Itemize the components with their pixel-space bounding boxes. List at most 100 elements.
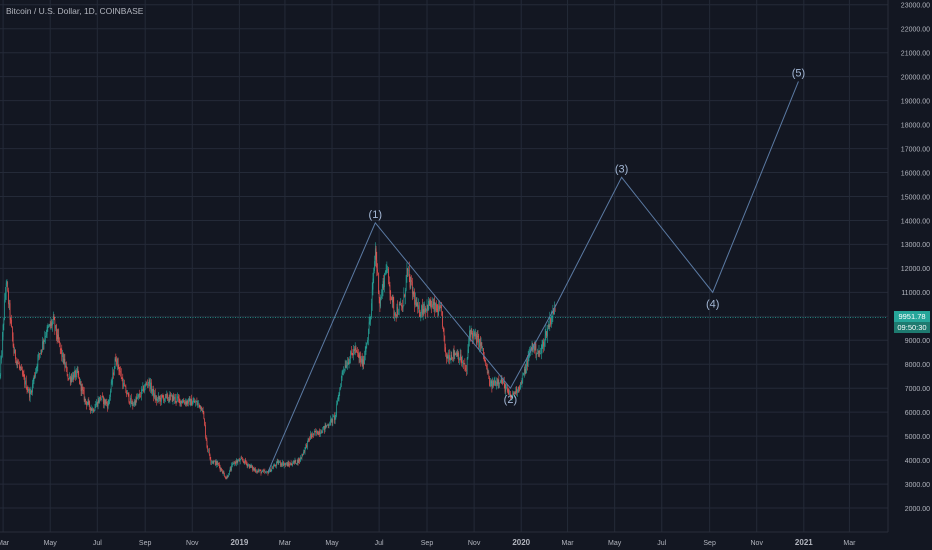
- candle-body: [66, 366, 67, 368]
- candle-body: [229, 468, 231, 471]
- price-tick-label: 18000.00: [901, 122, 930, 129]
- candle-body: [278, 462, 280, 464]
- candle-body: [479, 339, 481, 346]
- candle-body: [526, 360, 527, 369]
- current-price-label: 9951.78: [894, 311, 930, 323]
- candle-body: [262, 470, 263, 472]
- candle-body: [263, 470, 264, 471]
- candle-body: [490, 381, 492, 384]
- candle-body: [446, 352, 447, 359]
- candle-body: [291, 464, 293, 466]
- candle-body: [325, 424, 327, 428]
- candle-body: [367, 339, 368, 343]
- candle-body: [510, 397, 512, 399]
- candle-body: [510, 393, 511, 398]
- candle-body: [245, 459, 246, 463]
- candle-body: [81, 387, 83, 392]
- candle-body: [542, 341, 544, 345]
- candle-body: [381, 288, 383, 297]
- candle-body: [25, 380, 27, 390]
- candle-body: [60, 348, 62, 350]
- price-tick-label: 20000.00: [901, 74, 930, 81]
- candle-body: [202, 410, 204, 413]
- candle-body: [432, 304, 434, 306]
- candle-body: [82, 387, 83, 390]
- candle-body: [352, 353, 354, 356]
- candle-body: [398, 313, 399, 315]
- candle-body: [374, 248, 376, 262]
- candle-body: [532, 343, 534, 350]
- price-tick-label: 14000.00: [901, 218, 930, 225]
- price-tick-label: 8000.00: [905, 362, 930, 369]
- candle-body: [78, 374, 80, 378]
- candle-body: [551, 316, 553, 318]
- candle-body: [247, 464, 249, 466]
- candle-body: [222, 471, 224, 474]
- candle-body: [391, 297, 392, 301]
- candle-body: [194, 400, 195, 403]
- candle-body: [503, 381, 505, 384]
- candle-body: [283, 462, 284, 466]
- candle-body: [460, 354, 462, 363]
- candle-body: [182, 401, 184, 403]
- candle-body: [481, 342, 483, 349]
- candle-body: [290, 463, 291, 466]
- candle-body: [255, 469, 256, 472]
- candle-body: [161, 395, 163, 397]
- candle-body: [307, 438, 309, 441]
- candle-body: [472, 332, 473, 339]
- candle-body: [35, 371, 36, 377]
- candle-body: [405, 290, 406, 297]
- candle-body: [315, 431, 317, 433]
- candle-body: [435, 303, 436, 311]
- candle-body: [459, 354, 461, 360]
- candle-body: [294, 459, 296, 463]
- candle-body: [250, 465, 252, 467]
- candle-body: [304, 447, 306, 452]
- candle-body: [280, 464, 282, 465]
- candle-body: [58, 334, 59, 342]
- candle-body: [458, 352, 459, 361]
- candle-body: [467, 349, 469, 359]
- candle-body: [237, 460, 239, 463]
- candle-body: [102, 396, 103, 397]
- candle-body: [151, 390, 153, 392]
- candle-body: [246, 463, 248, 466]
- wave-label: (3): [615, 163, 628, 175]
- candle-body: [39, 353, 40, 355]
- time-axis[interactable]: Mar May Jul Sep Nov 2019 Mar May Jul Sep Nov 2020 Ma…: [0, 538, 856, 547]
- candle-body: [476, 336, 478, 344]
- candle-body: [439, 305, 440, 310]
- candle-body: [15, 359, 17, 364]
- candle-body: [44, 337, 46, 341]
- candle-body: [330, 418, 332, 420]
- candle-body: [474, 332, 476, 337]
- candle-body: [399, 304, 401, 306]
- candle-body: [236, 460, 238, 463]
- candle-body: [333, 416, 334, 417]
- candle-body: [201, 406, 202, 411]
- candle-body: [388, 277, 390, 286]
- price-tick-label: 7000.00: [905, 386, 930, 393]
- candle-body: [253, 468, 255, 471]
- candle-body: [49, 324, 50, 327]
- candle-body: [511, 394, 513, 398]
- candle-body: [395, 312, 396, 316]
- candle-body: [36, 366, 38, 368]
- candle-body: [552, 308, 554, 317]
- candle-body: [442, 311, 443, 327]
- candle-body: [423, 309, 425, 313]
- wave-path: [267, 81, 799, 473]
- candle-body: [418, 305, 420, 316]
- candle-body: [334, 416, 335, 421]
- candle-body: [208, 449, 209, 451]
- candle-body: [327, 425, 329, 427]
- candle-body: [536, 354, 537, 355]
- candle-body: [551, 317, 552, 325]
- candle-body: [168, 398, 169, 400]
- candle-body: [180, 400, 181, 405]
- candle-body: [105, 401, 107, 404]
- candle-body: [264, 470, 266, 473]
- candle-body: [150, 382, 151, 390]
